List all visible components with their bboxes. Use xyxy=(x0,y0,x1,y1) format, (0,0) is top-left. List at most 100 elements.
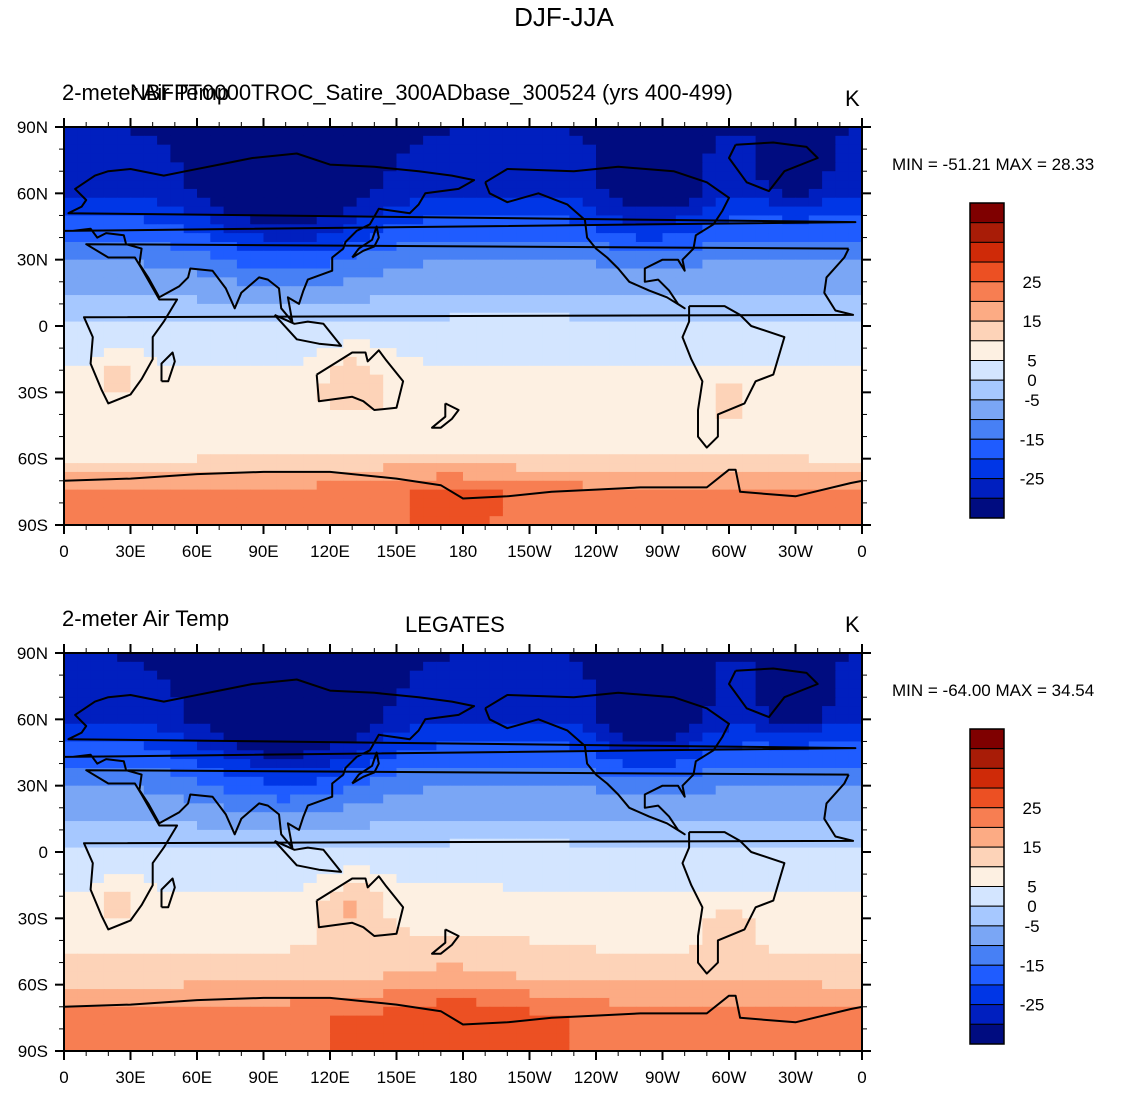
field-cell xyxy=(635,392,650,402)
field-cell xyxy=(409,732,424,743)
field-cell xyxy=(449,829,464,840)
field-cell xyxy=(130,356,145,367)
field-cell xyxy=(689,821,703,831)
field-cell xyxy=(529,180,544,190)
field-cell xyxy=(197,127,211,137)
field-cell xyxy=(622,197,637,208)
field-cell xyxy=(223,706,238,716)
field-cell xyxy=(223,812,238,822)
field-cell xyxy=(197,410,211,420)
field-cell xyxy=(316,741,331,751)
field-cell xyxy=(236,688,251,698)
field-cell xyxy=(768,295,783,305)
field-cell xyxy=(383,653,398,663)
field-cell xyxy=(729,732,743,743)
field-cell xyxy=(303,661,318,672)
field-cell xyxy=(117,241,132,252)
field-cell xyxy=(529,454,544,464)
field-cell xyxy=(436,312,451,323)
field-cell xyxy=(808,330,823,340)
field-cell xyxy=(529,759,544,769)
field-cell xyxy=(290,374,304,385)
field-cell xyxy=(795,865,810,875)
field-cell xyxy=(675,909,690,919)
field-cell xyxy=(556,829,570,840)
field-cell xyxy=(542,732,557,743)
field-cell xyxy=(795,750,810,760)
field-cell xyxy=(183,882,198,893)
field-cell xyxy=(476,268,491,278)
field-cell xyxy=(463,944,477,955)
field-cell xyxy=(569,454,584,464)
field-cell xyxy=(276,259,291,270)
field-cell xyxy=(356,224,371,234)
field-cell xyxy=(330,498,344,508)
field-cell xyxy=(369,900,384,911)
field-cell xyxy=(330,401,344,411)
field-cell xyxy=(463,670,477,681)
field-cell xyxy=(157,812,171,822)
field-cell xyxy=(276,714,291,725)
field-cell xyxy=(369,507,384,517)
field-cell xyxy=(596,188,610,199)
field-cell xyxy=(330,250,344,261)
field-cell xyxy=(556,741,570,751)
field-cell xyxy=(502,829,517,840)
field-cell xyxy=(343,785,358,796)
field-cell xyxy=(64,241,78,252)
field-cell xyxy=(635,454,650,464)
field-cell xyxy=(529,286,544,296)
field-cell xyxy=(316,303,331,314)
field-cell xyxy=(622,785,637,796)
field-cell xyxy=(662,392,677,402)
field-cell xyxy=(90,286,105,296)
field-cell xyxy=(782,723,797,734)
field-cell xyxy=(556,365,570,376)
field-cell xyxy=(622,812,637,822)
field-cell xyxy=(356,498,371,508)
field-cell xyxy=(303,953,318,964)
field-cell xyxy=(729,670,743,681)
field-cell xyxy=(609,463,624,473)
field-cell xyxy=(835,803,850,813)
field-cell xyxy=(822,427,836,438)
field-cell xyxy=(808,206,823,217)
field-cell xyxy=(516,286,531,296)
field-cell xyxy=(463,759,477,769)
field-cell xyxy=(170,197,185,208)
field-cell xyxy=(502,215,517,225)
field-cell xyxy=(157,215,171,225)
field-cell xyxy=(768,882,783,893)
field-cell xyxy=(423,750,437,760)
field-cell xyxy=(675,697,690,707)
field-cell xyxy=(64,365,78,376)
field-cell xyxy=(463,714,477,725)
field-cell xyxy=(143,900,158,911)
field-cell xyxy=(476,445,491,455)
field-cell xyxy=(197,714,211,725)
field-cell xyxy=(303,365,318,376)
field-cell xyxy=(236,365,251,376)
field-cell xyxy=(729,374,743,385)
field-cell xyxy=(117,436,132,446)
field-cell xyxy=(130,286,145,296)
field-cell xyxy=(197,936,211,946)
field-cell xyxy=(502,936,517,946)
field-cell xyxy=(782,127,797,137)
field-cell xyxy=(236,197,251,208)
field-cell xyxy=(569,286,584,296)
field-cell xyxy=(157,927,171,937)
field-cell xyxy=(143,250,158,261)
field-cell xyxy=(702,670,717,681)
field-cell xyxy=(117,697,132,707)
field-cell xyxy=(556,250,570,261)
field-cell xyxy=(755,392,770,402)
field-cell xyxy=(103,732,118,743)
field-cell xyxy=(90,153,105,163)
field-cell xyxy=(449,516,464,525)
field-cell xyxy=(130,821,145,831)
field-cell xyxy=(449,339,464,349)
field-cell xyxy=(755,277,770,287)
field-cell xyxy=(143,812,158,822)
field-cell xyxy=(210,723,225,734)
